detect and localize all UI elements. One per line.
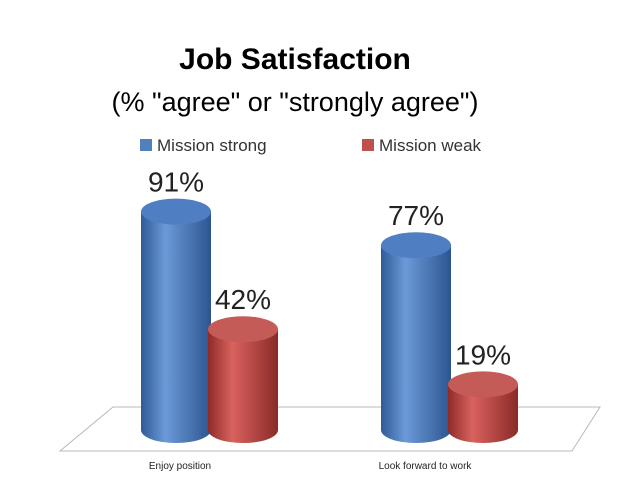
legend-label-mission-strong: Mission strong [157, 136, 267, 155]
bar-mission-strong-enjoy-position-top [141, 198, 211, 225]
data-label-mission-strong-enjoy-position: 91% [148, 167, 204, 198]
bar-mission-strong-look-forward-to-work-body [381, 245, 451, 443]
category-label-enjoy-position: Enjoy position [149, 461, 211, 472]
chart-title: Job Satisfaction [179, 43, 411, 76]
legend-swatch-mission-strong [140, 139, 152, 151]
bar-mission-strong-look-forward-to-work-top [381, 232, 451, 259]
bar-mission-strong-enjoy-position [141, 198, 211, 443]
data-label-mission-strong-look-forward-to-work: 77% [388, 200, 444, 231]
bar-mission-weak-enjoy-position [208, 316, 278, 443]
bar-mission-weak-look-forward-to-work [448, 371, 518, 443]
chart-subtitle: (% "agree" or "strongly agree") [112, 87, 479, 117]
data-label-mission-weak-enjoy-position: 42% [215, 284, 271, 315]
data-label-mission-weak-look-forward-to-work: 19% [455, 339, 511, 370]
category-label-look-forward-to-work: Look forward to work [379, 461, 473, 472]
bar-mission-weak-enjoy-position-top [208, 316, 278, 343]
bar-mission-strong-look-forward-to-work [381, 232, 451, 443]
bar-mission-weak-look-forward-to-work-top [448, 371, 518, 398]
bar-mission-weak-enjoy-position-body [208, 329, 278, 443]
legend-swatch-mission-weak [362, 139, 374, 151]
bars: 91% 42% 77% 19% [141, 167, 518, 443]
legend-label-mission-weak: Mission weak [379, 136, 482, 155]
legend: Mission strong Mission weak [140, 136, 482, 155]
bar-mission-weak-look-forward-to-work-body [448, 384, 518, 443]
bar-mission-strong-enjoy-position-body [141, 211, 211, 443]
